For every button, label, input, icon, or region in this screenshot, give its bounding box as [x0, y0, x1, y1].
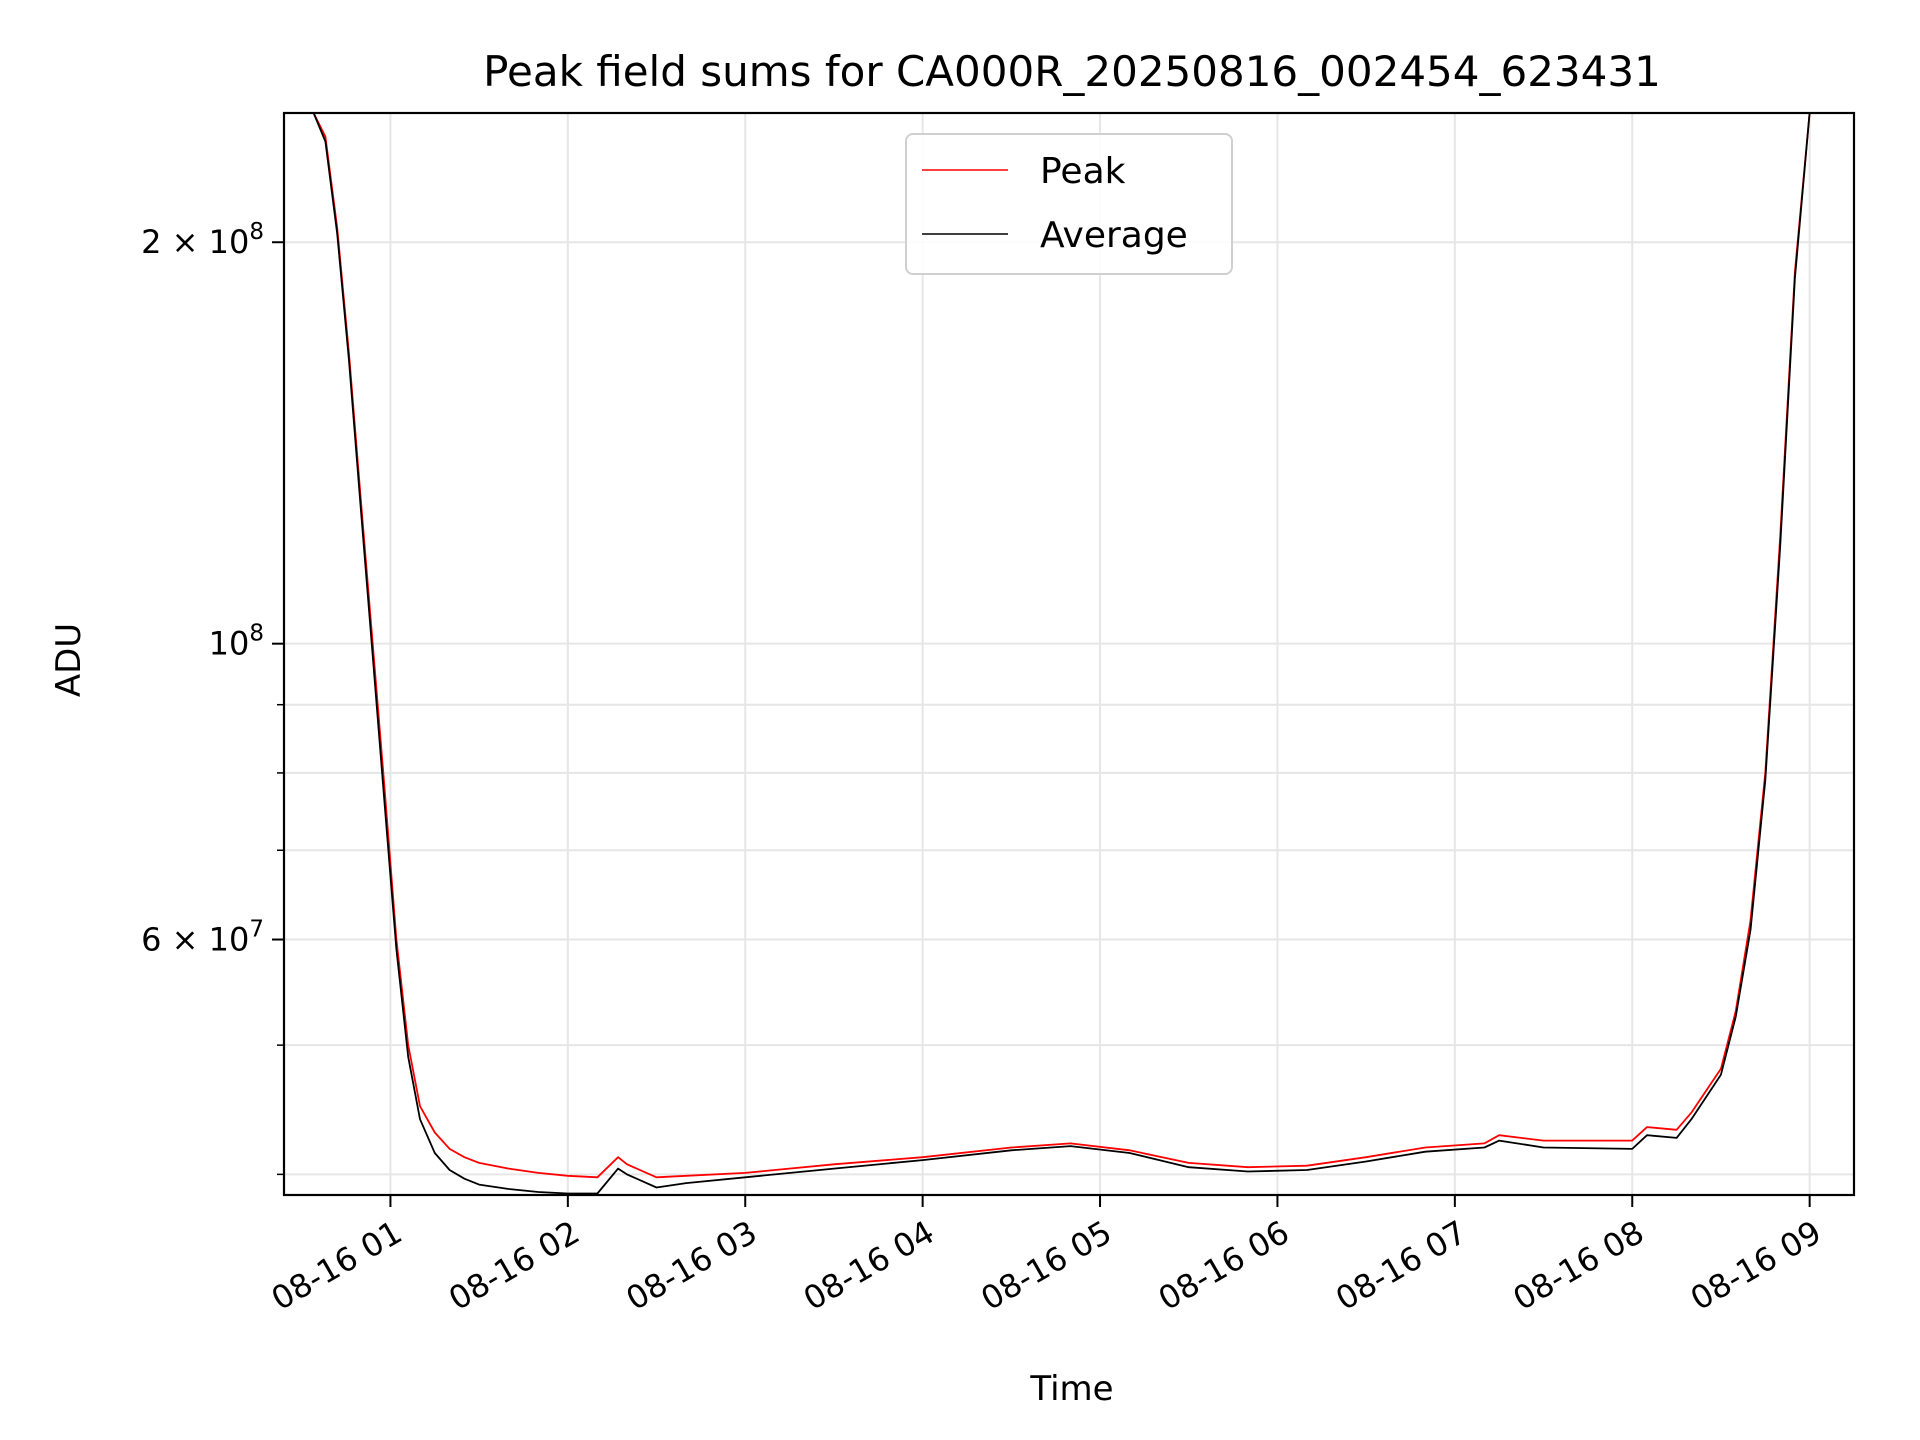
legend-label-average: Average [1040, 215, 1188, 256]
y-tick-label-2: 6 × 107 [141, 917, 264, 959]
y-axis: 2 × 108 108 6 × 107 [141, 219, 284, 1176]
legend: Peak Average [905, 133, 1233, 275]
y-axis-label: ADU [49, 623, 89, 697]
legend-box [905, 133, 1233, 275]
series-layer [284, 112, 1854, 1195]
y-tick-label-0: 2 × 108 [141, 219, 264, 261]
chart-title: Peak field sums for CA000R_20250816_0024… [483, 47, 1661, 96]
series-line-average [284, 112, 1854, 1195]
x-axis-label: Time [1029, 1369, 1113, 1409]
plot-frame [282, 111, 1856, 1197]
legend-label-peak: Peak [1040, 151, 1126, 192]
y-tick-label-1: 108 [209, 621, 264, 663]
